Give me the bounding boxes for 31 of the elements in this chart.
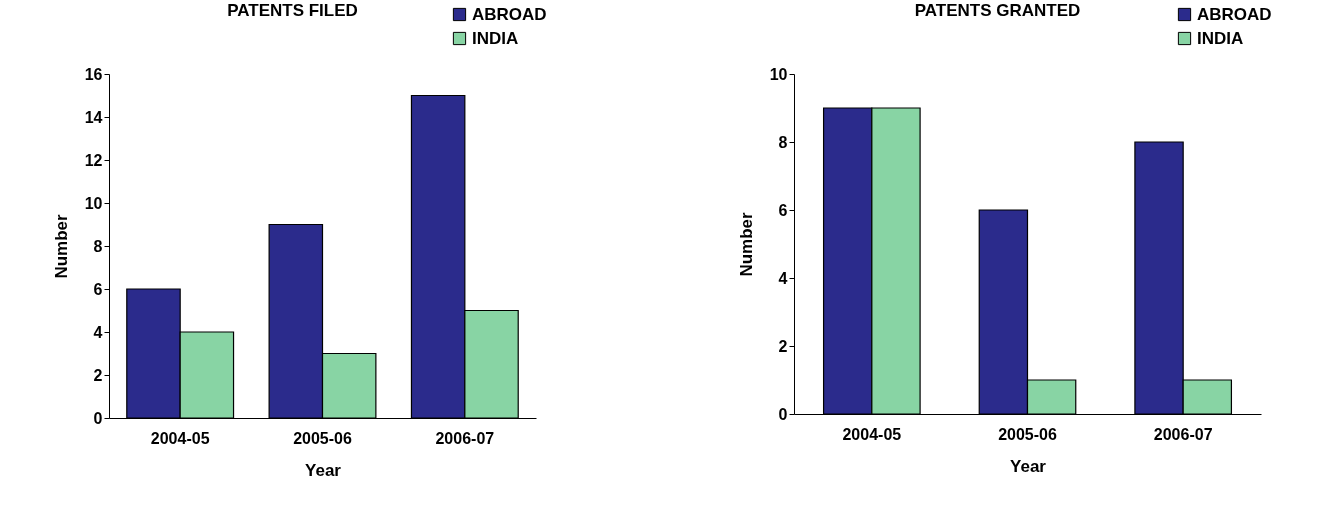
y-tick-label: 8 bbox=[93, 237, 103, 255]
y-tick-label: 4 bbox=[93, 323, 103, 341]
y-tick-label: 6 bbox=[778, 201, 788, 219]
y-tick-label: 0 bbox=[778, 405, 788, 423]
x-axis-title: Year bbox=[1010, 456, 1047, 476]
y-tick-label: 0 bbox=[93, 409, 103, 427]
y-tick-label: 10 bbox=[769, 65, 788, 83]
y-tick-label: 6 bbox=[93, 280, 103, 298]
y-tick-label: 8 bbox=[778, 133, 788, 151]
x-tick-label: 2006-07 bbox=[1153, 425, 1213, 443]
legend-label: INDIA bbox=[472, 28, 519, 48]
legend-label: ABROAD bbox=[1197, 4, 1272, 24]
x-tick-label: 2004-05 bbox=[150, 429, 210, 447]
y-tick-label: 12 bbox=[84, 151, 103, 169]
y-tick-label: 2 bbox=[778, 337, 788, 355]
y-axis-title: Number bbox=[736, 212, 756, 277]
legend-label: INDIA bbox=[1197, 28, 1244, 48]
x-tick-label: 2005-06 bbox=[293, 429, 352, 447]
x-tick-label: 2006-07 bbox=[435, 429, 495, 447]
y-tick-label: 4 bbox=[778, 269, 788, 287]
legend-label: ABROAD bbox=[472, 4, 547, 24]
y-tick-label: 10 bbox=[84, 194, 103, 212]
y-axis-title: Number bbox=[51, 214, 71, 279]
y-tick-label: 16 bbox=[84, 65, 103, 83]
chart-title: PATENTS GRANTED bbox=[914, 1, 1081, 20]
x-tick-label: 2005-06 bbox=[998, 425, 1057, 443]
y-tick-label: 14 bbox=[84, 108, 103, 126]
x-tick-label: 2004-05 bbox=[842, 425, 902, 443]
x-axis-title: Year bbox=[305, 460, 342, 480]
y-tick-label: 2 bbox=[93, 366, 103, 384]
chart-title: PATENTS FILED bbox=[227, 1, 358, 20]
